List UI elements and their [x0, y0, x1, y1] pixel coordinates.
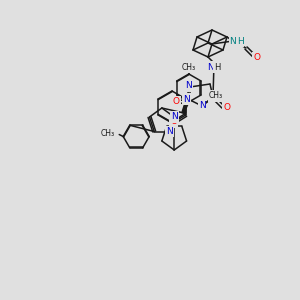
Text: CH₃: CH₃	[182, 62, 196, 71]
Text: O: O	[172, 98, 179, 106]
Text: CH₃: CH₃	[101, 129, 115, 138]
Text: CH₃: CH₃	[209, 92, 223, 100]
Text: O: O	[170, 118, 177, 127]
Text: N: N	[186, 82, 192, 91]
Text: N: N	[207, 62, 213, 71]
Text: H: H	[237, 37, 243, 46]
Text: N: N	[230, 37, 236, 46]
Text: N: N	[199, 101, 206, 110]
Text: N: N	[171, 112, 178, 122]
Text: O: O	[224, 103, 230, 112]
Text: H: H	[214, 62, 220, 71]
Text: N: N	[166, 127, 173, 136]
Polygon shape	[182, 100, 186, 113]
Text: N: N	[184, 94, 190, 103]
Text: O: O	[254, 53, 260, 62]
